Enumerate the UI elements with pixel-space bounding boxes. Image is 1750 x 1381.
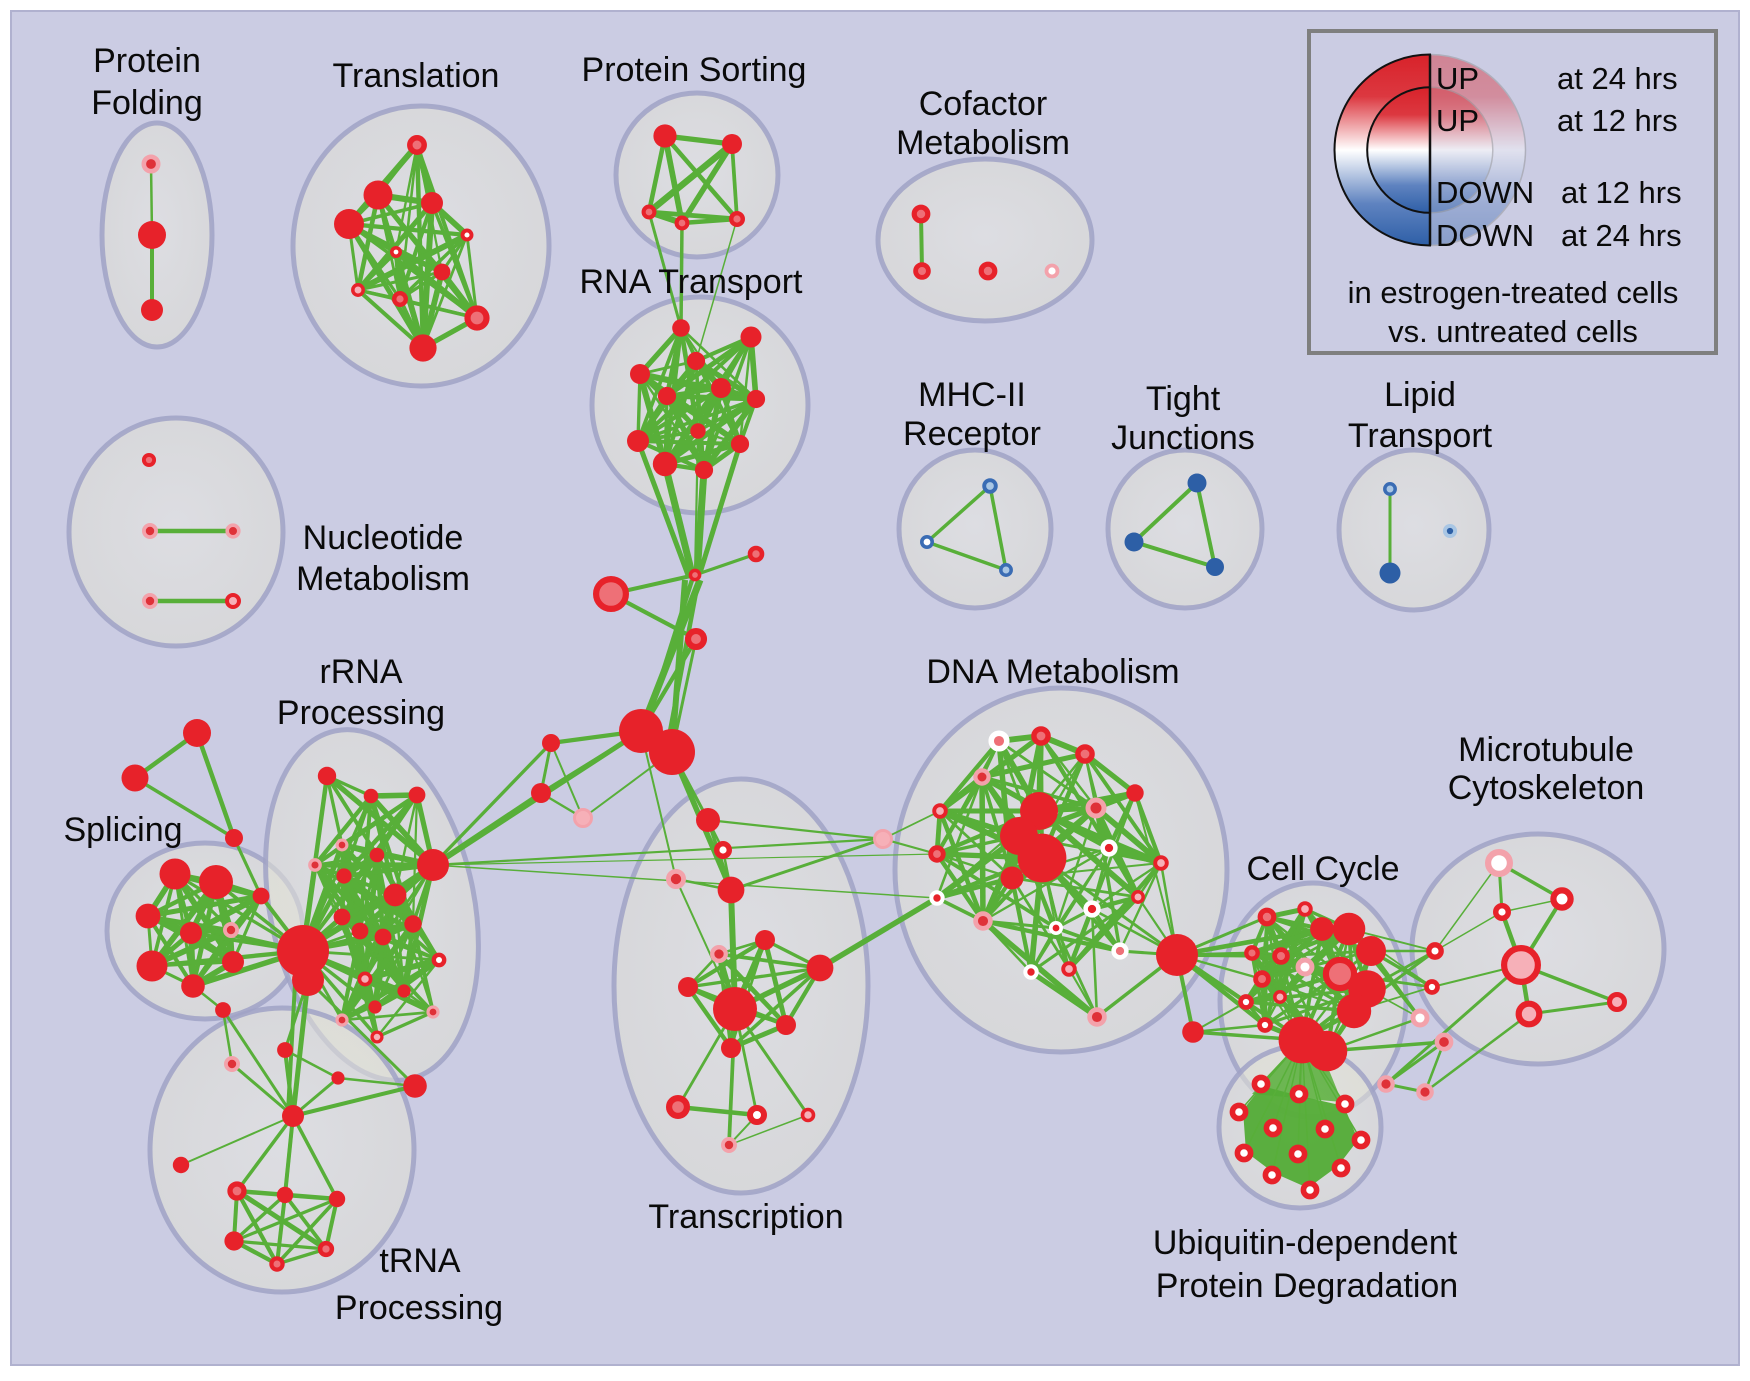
svg-text:UP: UP — [1436, 61, 1479, 96]
svg-text:Ubiquitin-dependent: Ubiquitin-dependent — [1153, 1224, 1458, 1262]
svg-text:Cell Cycle: Cell Cycle — [1246, 850, 1399, 888]
svg-text:Lipid: Lipid — [1384, 376, 1456, 414]
svg-text:Transcription: Transcription — [648, 1198, 843, 1236]
svg-text:tRNA: tRNA — [379, 1242, 461, 1280]
svg-text:Nucleotide: Nucleotide — [303, 519, 464, 557]
svg-text:at 12 hrs: at 12 hrs — [1561, 175, 1682, 210]
svg-text:Junctions: Junctions — [1111, 419, 1255, 457]
svg-text:Cytoskeleton: Cytoskeleton — [1448, 769, 1645, 807]
svg-text:vs. untreated cells: vs. untreated cells — [1388, 314, 1638, 349]
svg-text:Protein Sorting: Protein Sorting — [582, 51, 807, 89]
svg-text:DOWN: DOWN — [1436, 218, 1534, 253]
svg-text:Protein: Protein — [93, 42, 201, 80]
svg-text:at 24 hrs: at 24 hrs — [1557, 61, 1678, 96]
svg-text:Tight: Tight — [1146, 380, 1221, 418]
svg-text:DOWN: DOWN — [1436, 175, 1534, 210]
svg-text:Transport: Transport — [1348, 417, 1493, 455]
svg-text:at 12 hrs: at 12 hrs — [1557, 103, 1678, 138]
svg-text:Microtubule: Microtubule — [1458, 731, 1634, 769]
svg-text:Receptor: Receptor — [903, 415, 1041, 453]
svg-text:Translation: Translation — [333, 57, 500, 95]
svg-text:in estrogen-treated cells: in estrogen-treated cells — [1348, 275, 1679, 310]
svg-text:RNA Transport: RNA Transport — [580, 263, 804, 301]
svg-text:Processing: Processing — [335, 1289, 503, 1327]
svg-text:Metabolism: Metabolism — [896, 124, 1070, 162]
svg-text:rRNA: rRNA — [319, 653, 402, 691]
svg-text:Metabolism: Metabolism — [296, 560, 470, 598]
svg-text:MHC-II: MHC-II — [918, 376, 1026, 414]
svg-text:DNA Metabolism: DNA Metabolism — [926, 653, 1179, 691]
svg-text:Folding: Folding — [91, 84, 203, 122]
svg-text:Processing: Processing — [277, 694, 445, 732]
svg-text:Cofactor: Cofactor — [919, 85, 1048, 123]
svg-text:Protein Degradation: Protein Degradation — [1156, 1267, 1458, 1305]
svg-text:at 24 hrs: at 24 hrs — [1561, 218, 1682, 253]
svg-text:Splicing: Splicing — [63, 811, 182, 849]
svg-text:UP: UP — [1436, 103, 1479, 138]
